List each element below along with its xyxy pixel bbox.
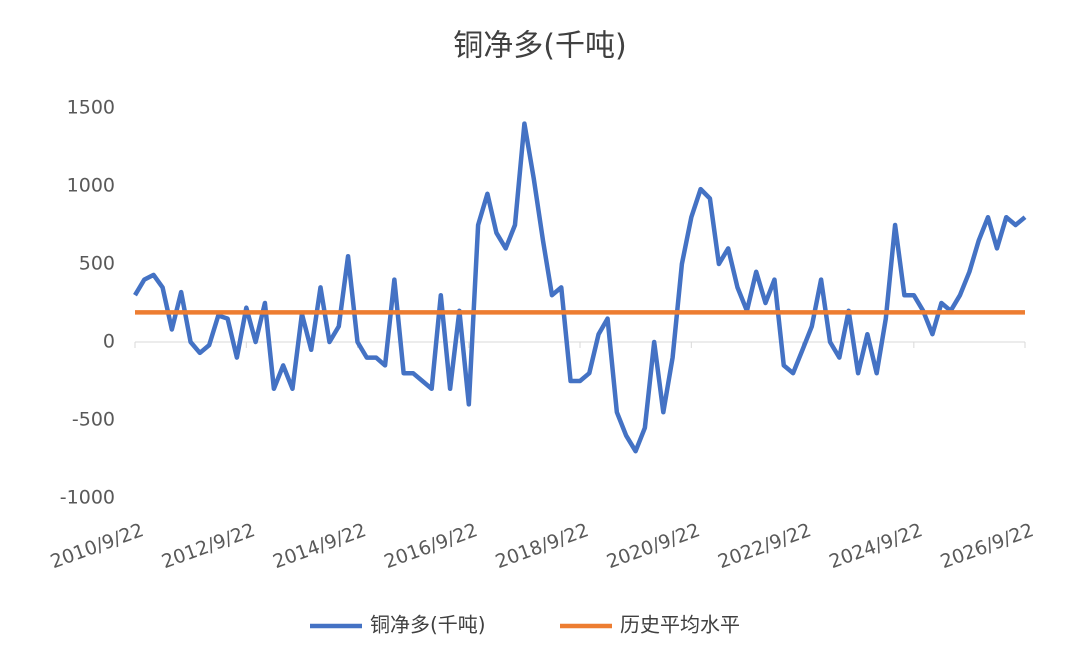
chart-title: 铜净多(千吨) — [453, 29, 626, 64]
legend-label: 历史平均水平 — [620, 613, 740, 637]
x-tick-label: 2024/9/22 — [826, 519, 925, 573]
x-tick-label: 2022/9/22 — [715, 519, 814, 573]
x-tick-label: 2026/9/22 — [938, 519, 1037, 573]
legend-label: 铜净多(千吨) — [370, 613, 486, 637]
x-tick-label: 2014/9/22 — [270, 519, 369, 573]
y-tick-label: 1000 — [67, 175, 115, 197]
x-tick-label: 2016/9/22 — [381, 519, 480, 573]
x-tick-label: 2018/9/22 — [493, 519, 592, 573]
y-tick-label: -1000 — [60, 487, 115, 509]
y-tick-label: 0 — [103, 331, 115, 353]
x-tick-label: 2010/9/22 — [48, 519, 147, 573]
x-tick-label: 2020/9/22 — [604, 519, 703, 573]
y-tick-label: -500 — [72, 409, 115, 431]
x-tick-label: 2012/9/22 — [159, 519, 258, 573]
y-tick-label: 1500 — [67, 97, 115, 119]
series-line — [133, 121, 1027, 454]
y-tick-label: 500 — [79, 253, 115, 275]
